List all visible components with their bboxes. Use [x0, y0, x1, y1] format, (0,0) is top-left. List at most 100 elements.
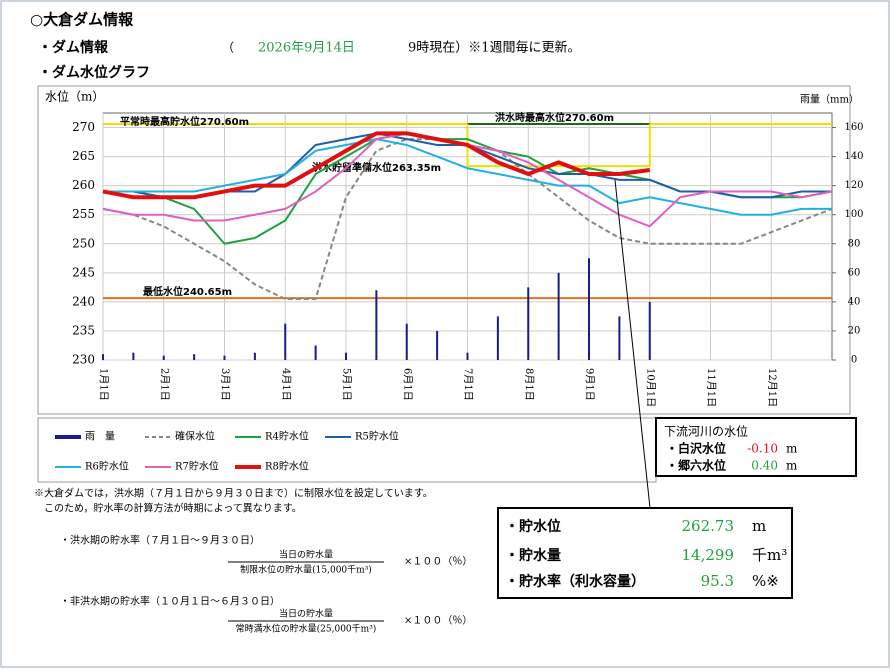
- river-value: -0.10: [747, 442, 778, 456]
- rain-bar: [618, 316, 621, 360]
- paren: （: [222, 41, 234, 55]
- note: ・洪水期の貯水率（７月１日～９月３０日）: [60, 534, 260, 547]
- time-note: 9時現在）※1週間毎に更新。: [408, 40, 581, 56]
- note: ※大倉ダムでは，洪水期（７月１日から９月３０日まで）に制限水位を設定しています。: [34, 487, 433, 500]
- status-value: 95.3: [701, 572, 734, 590]
- y2-tick-label: 160: [844, 122, 863, 133]
- note: ・非洪水期の貯水率（１０月１日～６月３０日）: [60, 595, 280, 608]
- y2-tick-label: 120: [844, 180, 863, 191]
- legend-label: 確保水位: [175, 430, 215, 443]
- rain-bar: [253, 352, 256, 360]
- x-tick-label: 10月1日: [644, 368, 656, 407]
- date: 2026年9月14日: [258, 41, 355, 56]
- rain-bar: [193, 354, 196, 360]
- y2-tick-label: 140: [844, 151, 863, 162]
- formula: 常時満水位の貯水量(25,000千m³): [236, 623, 377, 635]
- legend-label: R6貯水位: [85, 460, 129, 473]
- rain-bar: [588, 258, 590, 360]
- rain-bar: [557, 272, 560, 360]
- y2-tick-label: 100: [844, 209, 863, 220]
- y-tick-label: 260: [72, 178, 95, 192]
- reference-label: 洪水時最高水位270.60m: [495, 111, 614, 124]
- x-tick-label: 8月1日: [523, 368, 535, 401]
- river-unit: m: [786, 442, 798, 456]
- y2-label: 雨量（mm）: [800, 94, 859, 106]
- y-tick-label: 255: [72, 207, 95, 221]
- x-tick-label: 1月1日: [98, 368, 110, 401]
- rain-bar: [436, 330, 439, 360]
- graph-label: ・ダム水位グラフ: [38, 64, 150, 81]
- legend-label: R8貯水位: [265, 460, 309, 473]
- title: ○大倉ダム情報: [30, 11, 134, 29]
- rain-bar: [466, 352, 469, 360]
- rain-bar: [648, 301, 651, 360]
- y-label: 水位（m）: [45, 89, 104, 104]
- status-value: 14,299: [682, 546, 735, 564]
- rain-bar: [132, 352, 135, 360]
- x-tick-label: 2月1日: [158, 368, 170, 401]
- x-tick-label: 7月1日: [462, 368, 474, 401]
- y-tick-label: 235: [72, 323, 95, 337]
- arrow: [614, 179, 651, 509]
- rain-bar: [527, 287, 530, 360]
- note: このため，貯水率の計算方法が時期によって異なります。: [44, 502, 302, 515]
- y-tick-label: 240: [72, 294, 95, 308]
- legend-label: R7貯水位: [175, 460, 219, 473]
- status-unit: 千m³: [752, 546, 787, 564]
- y2-tick-label: 20: [848, 325, 861, 336]
- formula: 当日の貯水量: [279, 549, 333, 561]
- rain-bar: [375, 290, 378, 360]
- legend-label: R4貯水位: [265, 430, 309, 443]
- formula: ×１００（％）: [404, 615, 472, 627]
- legend-label: R5貯水位: [355, 430, 399, 443]
- river-value: 0.40: [751, 459, 778, 473]
- rain-bar: [223, 355, 226, 360]
- rain-bar: [345, 352, 347, 360]
- y2-tick-label: 80: [848, 238, 861, 249]
- y-tick-label: 230: [72, 353, 95, 367]
- rain-bar: [284, 323, 287, 360]
- reference-label: 最低水位240.65m: [143, 285, 232, 298]
- rain-bar: [496, 316, 499, 360]
- river-unit: m: [786, 459, 798, 473]
- status-label: ・貯水率（利水容量）: [505, 573, 645, 590]
- river-box: [655, 417, 857, 477]
- reference-label: 洪水貯留準備水位263.35m: [312, 161, 441, 174]
- y2-tick-label: 0: [851, 355, 857, 366]
- reference-label: 平常時最高貯水位270.60m: [120, 115, 249, 128]
- y-tick-label: 245: [72, 265, 95, 279]
- y-tick-label: 250: [72, 236, 95, 250]
- status-unit: m: [752, 517, 766, 535]
- legend-label: 雨 量: [85, 431, 115, 443]
- y2-tick-label: 60: [848, 267, 861, 278]
- x-tick-label: 3月1日: [219, 368, 231, 401]
- river-label: ・郷六水位: [666, 458, 726, 473]
- status-value: 262.73: [682, 517, 735, 535]
- chart-frame: [37, 85, 851, 415]
- x-tick-label: 12月1日: [766, 368, 778, 407]
- status-label: ・貯水量: [505, 547, 561, 564]
- formula: 当日の貯水量: [279, 608, 333, 620]
- x-tick-label: 6月1日: [401, 368, 413, 401]
- legend: [37, 417, 657, 483]
- water-level-line: [102, 131, 651, 200]
- x-tick-label: 9月1日: [584, 368, 596, 401]
- rain-bar: [314, 345, 317, 360]
- status-unit: %※: [752, 572, 779, 590]
- river-title: 下流河川の水位: [664, 424, 748, 439]
- y-tick-label: 265: [72, 149, 95, 163]
- x-tick-label: 11月1日: [705, 368, 717, 407]
- rain-bar: [162, 355, 165, 360]
- x-tick-label: 5月1日: [341, 368, 353, 401]
- y2-tick-label: 40: [848, 296, 861, 307]
- river-label: ・白沢水位: [666, 441, 726, 456]
- formula: 制限水位の貯水量(15,000千m³): [240, 564, 372, 576]
- formula: ×１００（％）: [404, 556, 472, 568]
- water-level-line: [103, 138, 832, 216]
- y-tick-label: 270: [72, 120, 95, 134]
- status-box: [497, 507, 793, 599]
- x-tick-label: 4月1日: [280, 368, 292, 401]
- rain-bar: [102, 354, 104, 360]
